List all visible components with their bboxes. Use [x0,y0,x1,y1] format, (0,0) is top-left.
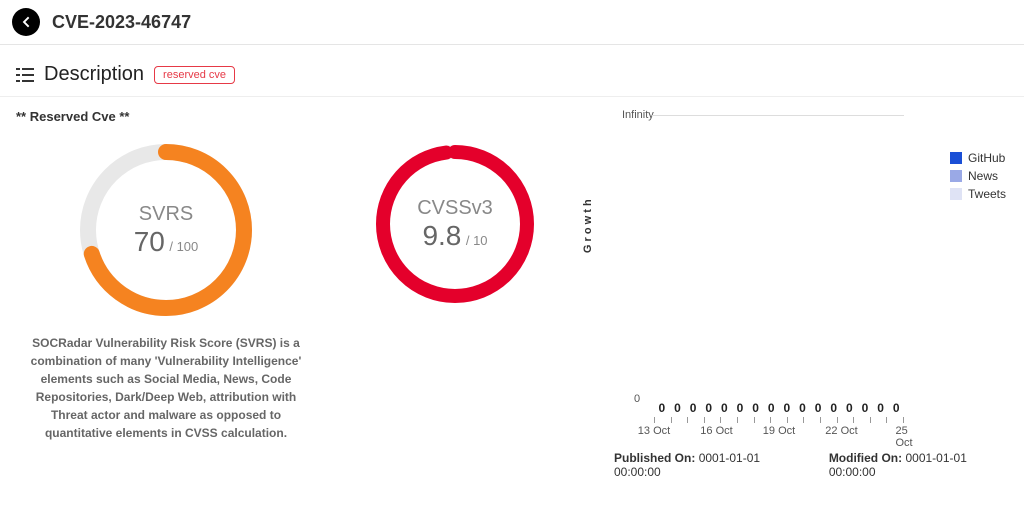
x-tick [903,417,904,423]
legend-item[interactable]: Tweets [950,187,1006,201]
data-point: 0 [888,401,904,415]
cve-id-title: CVE-2023-46747 [52,12,191,33]
svrs-ring: SVRS 70 / 100 [76,140,256,320]
svrs-description: SOCRadar Vulnerability Risk Score (SVRS)… [26,334,306,442]
data-point: 0 [857,401,873,415]
data-point: 0 [701,401,717,415]
description-section-header: Description reserved cve [0,45,1024,97]
list-icon [16,68,34,82]
data-point: 0 [670,401,686,415]
x-label: 16 Oct [700,425,732,437]
x-tick [787,417,788,423]
legend-item[interactable]: GitHub [950,151,1006,165]
x-tick [820,417,821,423]
published-label: Published On: [614,451,695,465]
reserved-note: ** Reserved Cve ** [16,109,316,124]
legend-label: News [968,169,998,183]
reserved-cve-badge: reserved cve [154,66,235,84]
chart-legend: GitHub News Tweets [950,151,1006,205]
data-point: 0 [795,401,811,415]
x-tick [720,417,721,423]
cvss-value: 9.8 [422,220,461,251]
legend-swatch [950,170,962,182]
y-axis-title: G r o w t h [582,199,594,253]
x-tick [853,417,854,423]
x-tick [837,417,838,423]
x-tick [870,417,871,423]
data-point: 0 [779,401,795,415]
data-point: 0 [873,401,889,415]
back-button[interactable] [12,8,40,36]
x-label: 25 Oct [895,425,912,449]
arrow-left-icon [18,14,34,30]
cvss-ring: CVSSv3 9.8 / 10 [370,139,540,309]
x-tick [886,417,887,423]
x-tick [770,417,771,423]
y-bottom-label: 0 [634,393,640,405]
legend-swatch [950,188,962,200]
x-tick [803,417,804,423]
data-point: 0 [732,401,748,415]
cvss-column: CVSSv3 9.8 / 10 [340,109,570,479]
svrs-max: / 100 [169,239,198,254]
x-label: 13 Oct [638,425,670,437]
published-on: Published On: 0001-01-01 00:00:00 [614,451,801,479]
growth-chart-column: Infinity G r o w t h 0 GitHubNewsTweets … [594,109,1008,479]
section-title: Description [44,63,144,86]
x-tick [737,417,738,423]
chart-baseline [652,115,904,116]
cvss-label: CVSSv3 [417,197,493,220]
x-tick [704,417,705,423]
page-header: CVE-2023-46747 [0,0,1024,45]
x-tick [671,417,672,423]
data-point: 0 [748,401,764,415]
modified-label: Modified On: [829,451,902,465]
growth-chart: Infinity G r o w t h 0 GitHubNewsTweets … [594,109,1008,439]
legend-label: GitHub [968,151,1005,165]
x-label: 19 Oct [763,425,795,437]
footer-dates: Published On: 0001-01-01 00:00:00 Modifi… [594,451,1008,479]
svrs-column: ** Reserved Cve ** SVRS 70 / 100 SOCRada… [16,109,316,479]
data-point: 0 [654,401,670,415]
svrs-value: 70 [134,226,165,257]
legend-item[interactable]: News [950,169,1006,183]
data-point: 0 [826,401,842,415]
x-tick [687,417,688,423]
data-point: 0 [810,401,826,415]
chart-data-row: 0000000000000000 [654,401,904,415]
y-top-label: Infinity [622,109,654,121]
x-tick [754,417,755,423]
modified-on: Modified On: 0001-01-01 00:00:00 [829,451,1008,479]
data-point: 0 [717,401,733,415]
legend-label: Tweets [968,187,1006,201]
cvss-max: / 10 [466,233,488,248]
x-tick [654,417,655,423]
legend-swatch [950,152,962,164]
chart-x-labels: 13 Oct16 Oct19 Oct22 Oct25 Oct [654,425,904,439]
data-point: 0 [842,401,858,415]
x-label: 22 Oct [825,425,857,437]
content-area: ** Reserved Cve ** SVRS 70 / 100 SOCRada… [0,97,1024,487]
data-point: 0 [763,401,779,415]
chart-tick-row [654,417,904,423]
svrs-label: SVRS [139,203,193,226]
data-point: 0 [685,401,701,415]
